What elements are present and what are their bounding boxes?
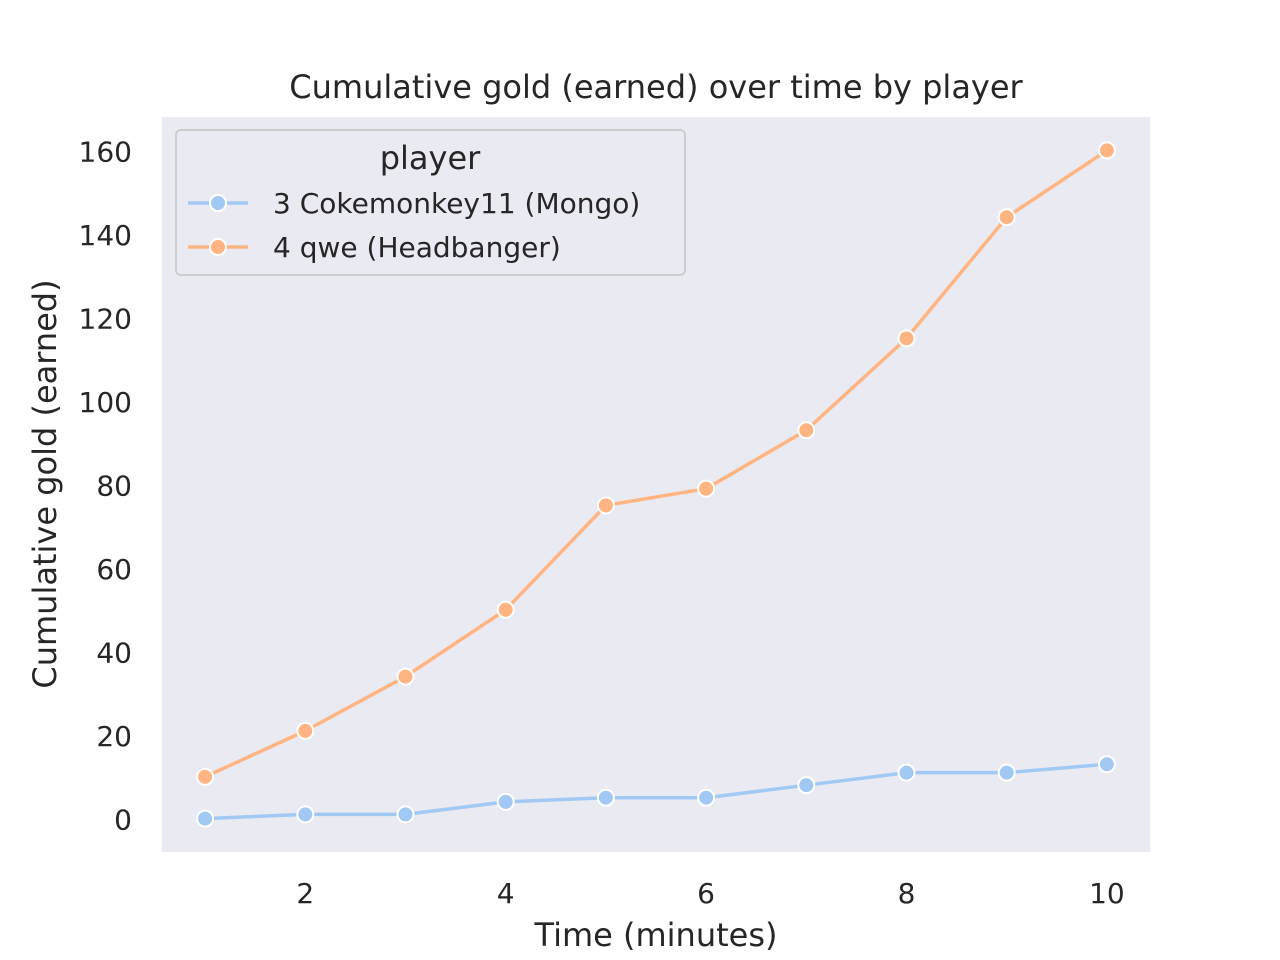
legend-items: 3 Cokemonkey11 (Mongo) 4 qwe (Headbanger) xyxy=(188,187,640,264)
x-axis-label: Time (minutes) xyxy=(534,916,778,954)
series-2-point xyxy=(196,767,215,786)
x-tick-label: 8 xyxy=(898,877,916,910)
y-axis-ticks: 0 20 40 60 80 100 120 140 160 xyxy=(79,135,132,836)
series-1-point xyxy=(997,763,1016,782)
series-2-point xyxy=(1097,141,1116,160)
legend-box xyxy=(175,129,686,276)
series-2-point xyxy=(396,667,415,686)
y-tick-label: 80 xyxy=(96,470,132,503)
series-1-point xyxy=(396,805,415,824)
legend-marker-2 xyxy=(209,238,227,256)
series-line-2 xyxy=(203,148,1109,779)
series-1-point xyxy=(496,792,515,811)
y-tick-label: 60 xyxy=(96,553,132,586)
legend-marker-1 xyxy=(209,194,227,212)
y-tick-label: 120 xyxy=(79,302,132,335)
x-tick-label: 6 xyxy=(697,877,715,910)
y-axis-label: Cumulative gold (earned) xyxy=(26,279,64,688)
series-1-point xyxy=(196,809,215,828)
series-2-point xyxy=(697,479,716,498)
series-1-point xyxy=(1097,755,1116,774)
legend-label-2: 4 qwe (Headbanger) xyxy=(273,231,561,264)
series-2-point xyxy=(797,421,816,440)
y-tick-label: 0 xyxy=(114,804,132,837)
legend-label-1: 3 Cokemonkey11 (Mongo) xyxy=(273,187,640,220)
x-tick-label: 2 xyxy=(296,877,314,910)
series-line-1 xyxy=(203,762,1109,821)
legend-title: player xyxy=(380,139,481,177)
x-tick-label: 10 xyxy=(1089,877,1125,910)
series-2-point xyxy=(897,329,916,348)
series-1-point xyxy=(596,788,615,807)
series-1-point xyxy=(296,805,315,824)
series-layer xyxy=(196,141,1116,828)
y-tick-label: 100 xyxy=(79,386,132,419)
series-1-point xyxy=(897,763,916,782)
chart-title: Cumulative gold (earned) over time by pl… xyxy=(289,68,1023,106)
x-tick-label: 4 xyxy=(497,877,515,910)
series-1-point xyxy=(697,788,716,807)
legend: player 3 Cokemonkey11 (Mongo) 4 qwe (Head… xyxy=(175,129,686,276)
series-2-point xyxy=(496,600,515,619)
x-axis-ticks: 2 4 6 8 10 xyxy=(296,877,1124,910)
series-2-point xyxy=(296,721,315,740)
y-tick-label: 20 xyxy=(96,720,132,753)
series-2-point xyxy=(596,496,615,515)
y-tick-label: 40 xyxy=(96,637,132,670)
series-1-point xyxy=(797,776,816,795)
y-tick-label: 160 xyxy=(79,135,132,168)
series-2-point xyxy=(997,208,1016,227)
y-tick-label: 140 xyxy=(79,219,132,252)
